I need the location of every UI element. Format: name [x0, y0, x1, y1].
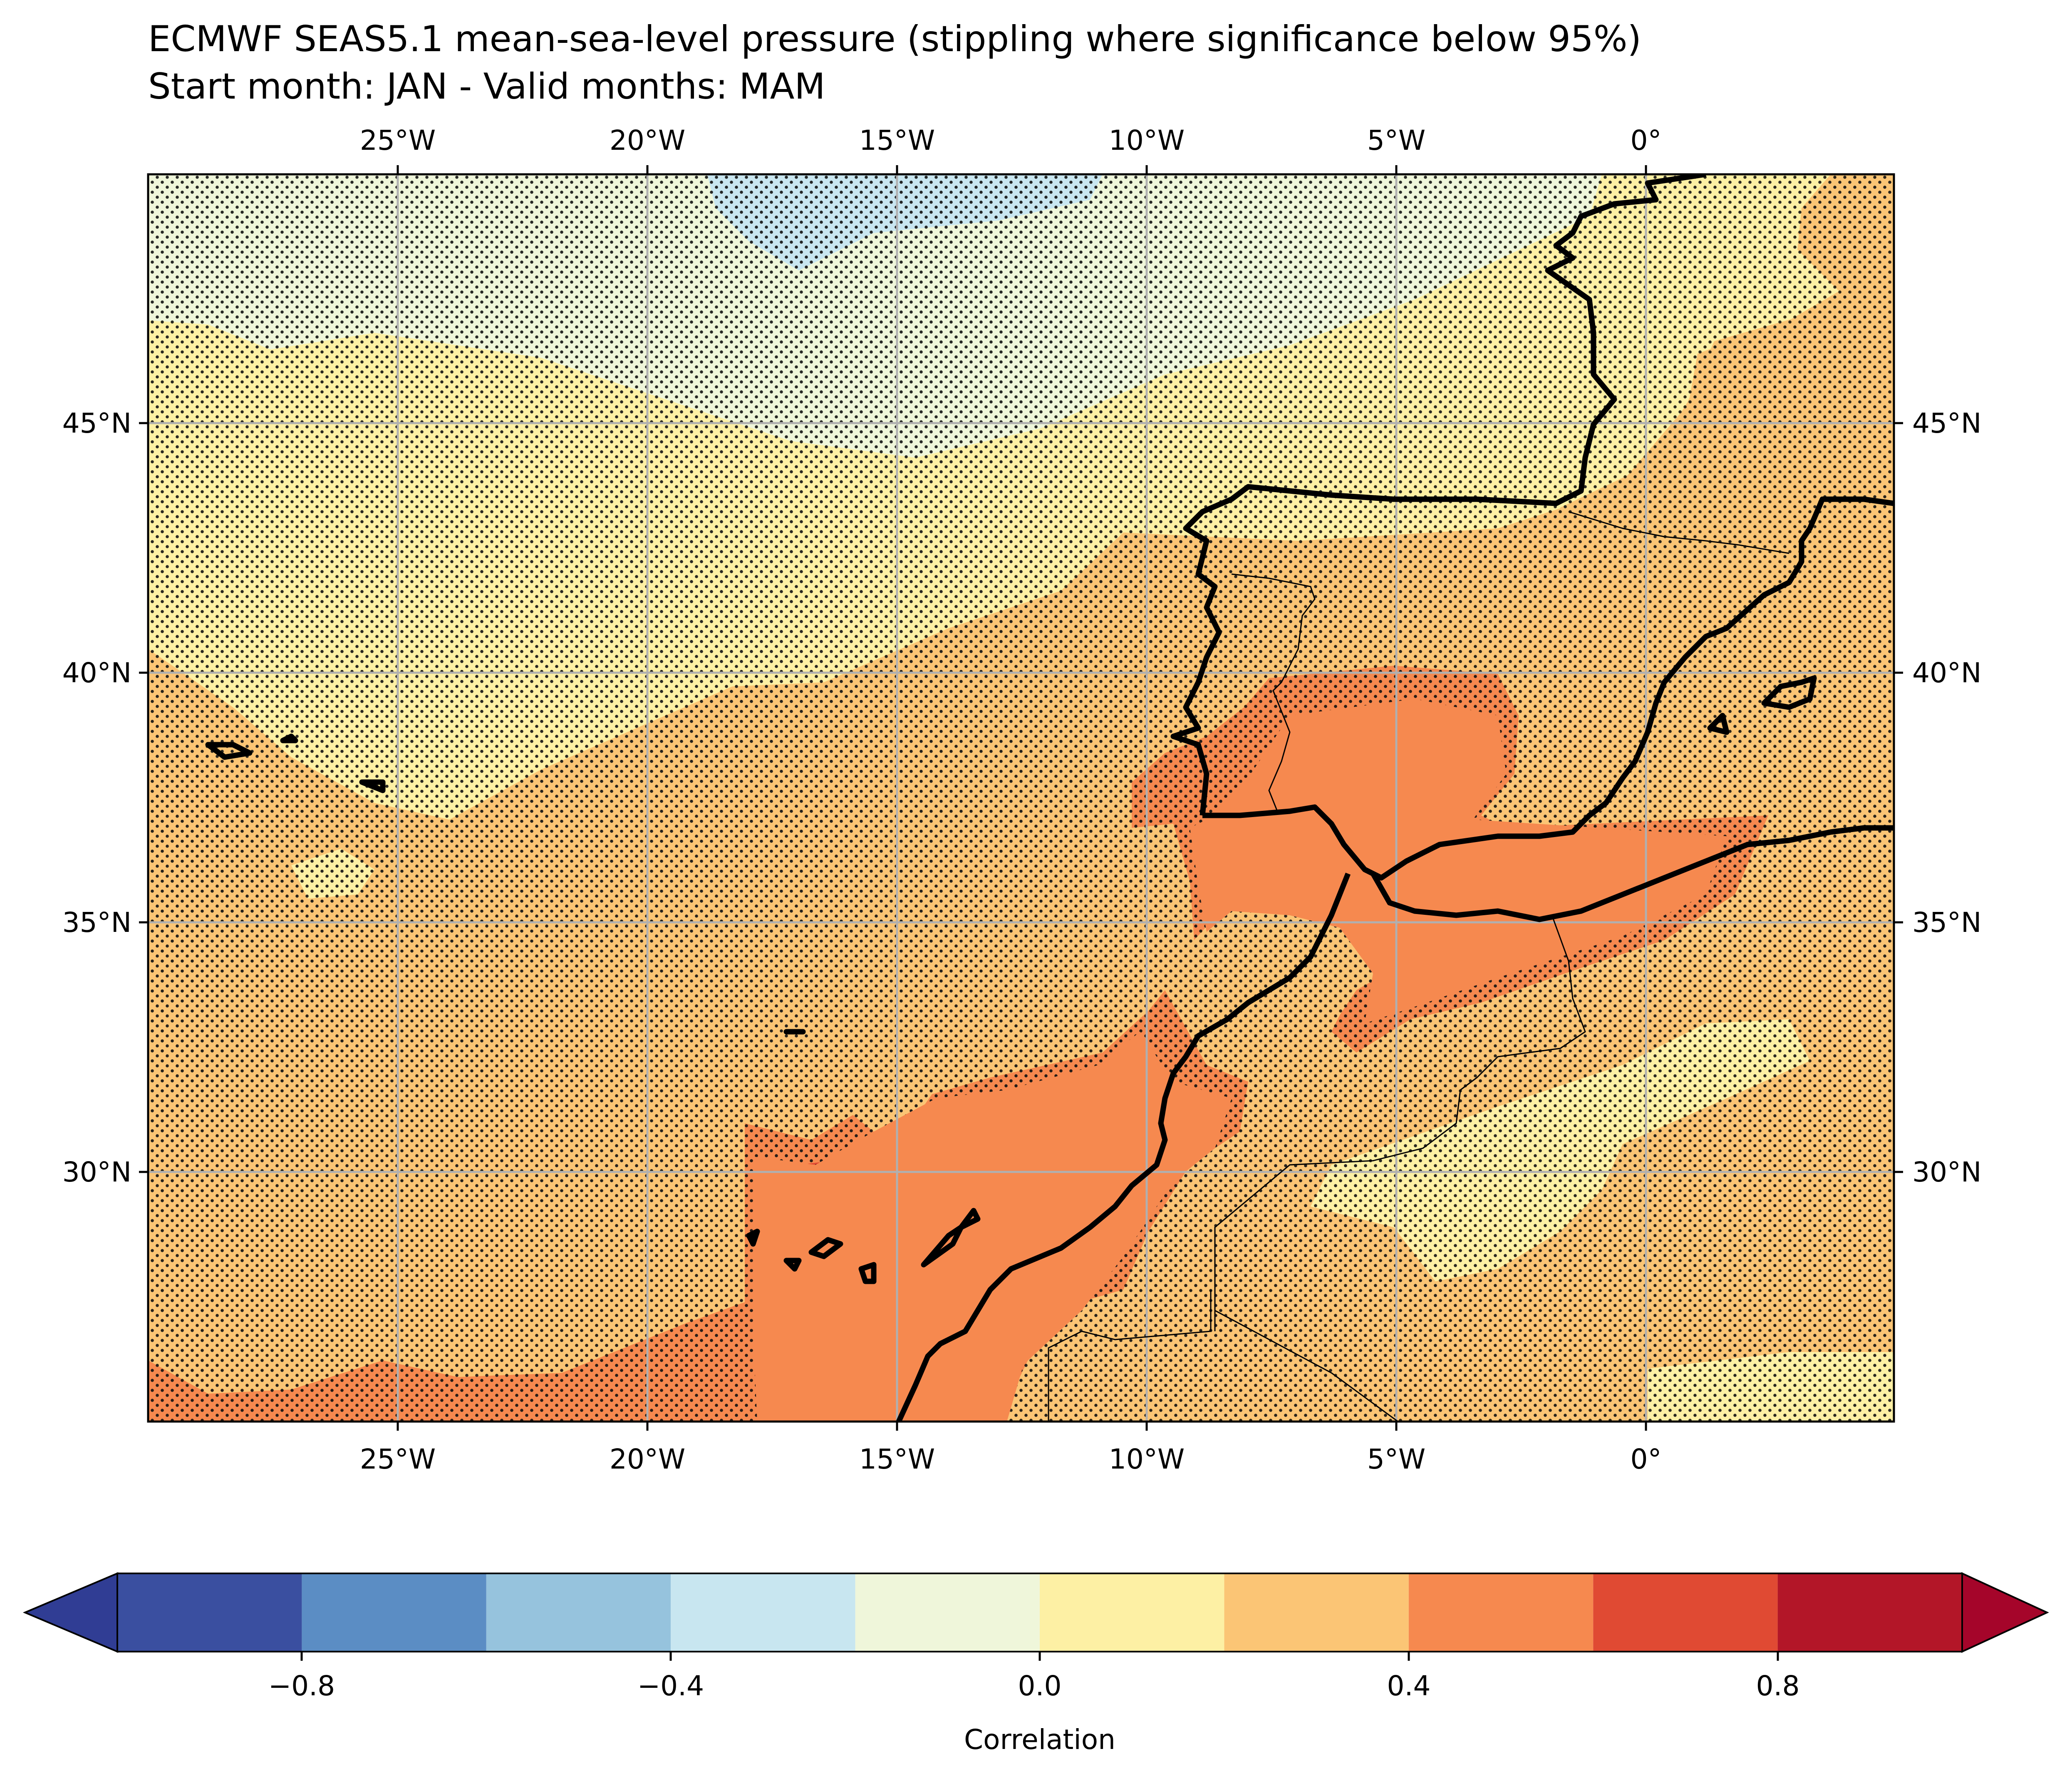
- colorbar-segment: [302, 1573, 486, 1652]
- coastlines: [205, 174, 1894, 1422]
- colorbar-label: Correlation: [964, 1724, 1115, 1756]
- colorbar-segment: [1593, 1573, 1778, 1652]
- colorbar-tick-label: 0.0: [1018, 1670, 1062, 1702]
- gridlines: [148, 174, 1894, 1422]
- lat-label: 35°N: [1912, 907, 1981, 939]
- unstippled-area: [753, 1032, 1232, 1422]
- colorbar: −0.8 −0.4 0.0 0.4 0.8 Correlation: [22, 1572, 2049, 1756]
- unstippled-area: [1190, 699, 1727, 1023]
- lon-label: 10°W: [1109, 1443, 1185, 1475]
- lat-ticks: [139, 422, 1903, 1173]
- lat-label: 30°N: [62, 1156, 131, 1188]
- lon-label: 20°W: [610, 1443, 685, 1475]
- lat-label: 40°N: [62, 657, 131, 689]
- colorbar-tick-label: −0.8: [268, 1670, 335, 1702]
- country-borders: [1048, 511, 1789, 1422]
- lat-label: 35°N: [62, 907, 131, 939]
- lon-labels-bottom: 25°W 20°W 15°W 10°W 5°W 0°: [360, 1443, 1662, 1475]
- unstippled-area: [791, 1290, 990, 1422]
- chart-subtitle: Start month: JAN - Valid months: MAM: [148, 66, 825, 107]
- lon-ticks-top: [397, 165, 1647, 174]
- map-plot-area: [148, 174, 1894, 1422]
- colorbar-segment: [486, 1573, 671, 1652]
- lat-label: 45°N: [1912, 407, 1981, 439]
- lat-label: 30°N: [1912, 1156, 1981, 1188]
- colorbar-tick-label: 0.8: [1756, 1670, 1800, 1702]
- lon-label: 15°W: [859, 1443, 935, 1475]
- colorbar-segment: [855, 1573, 1040, 1652]
- colorbar-segment: [1408, 1573, 1594, 1652]
- lon-label: 15°W: [859, 124, 935, 156]
- colorbar-segment: [1224, 1573, 1409, 1652]
- colorbar-tick-label: 0.4: [1387, 1670, 1431, 1702]
- lon-label: 25°W: [360, 1443, 436, 1475]
- lat-labels-left: 45°N 40°N 35°N 30°N: [62, 407, 131, 1188]
- lon-label: 20°W: [610, 124, 685, 156]
- colorbar-segment: [1777, 1573, 1962, 1652]
- colorbar-segments: [117, 1573, 1962, 1652]
- chart-title: ECMWF SEAS5.1 mean-sea-level pressure (s…: [148, 18, 1641, 60]
- colorbar-segment: [671, 1573, 855, 1652]
- colorbar-ticks: [300, 1652, 1779, 1661]
- colorbar-over-arrow: [1961, 1572, 2049, 1653]
- lon-labels-top: 25°W 20°W 15°W 10°W 5°W 0°: [360, 124, 1662, 156]
- lat-labels-right: 45°N 40°N 35°N 30°N: [1912, 407, 1981, 1188]
- lon-label: 10°W: [1109, 124, 1185, 156]
- colorbar-tick-label: −0.4: [637, 1670, 704, 1702]
- lat-label: 45°N: [62, 407, 131, 439]
- colorbar-under-arrow: [22, 1572, 118, 1653]
- lon-label: 5°W: [1367, 124, 1425, 156]
- lon-label: 0°: [1631, 1443, 1662, 1475]
- lon-label: 0°: [1631, 124, 1662, 156]
- map-frame: [147, 173, 1895, 1423]
- lon-label: 25°W: [360, 124, 436, 156]
- colorbar-segment: [117, 1573, 302, 1652]
- colorbar-tick-labels: −0.8 −0.4 0.0 0.4 0.8: [268, 1670, 1800, 1702]
- lon-label: 5°W: [1367, 1443, 1425, 1475]
- lon-ticks-bottom: [397, 1422, 1647, 1431]
- lat-label: 40°N: [1912, 657, 1981, 689]
- colorbar-segment: [1040, 1573, 1224, 1652]
